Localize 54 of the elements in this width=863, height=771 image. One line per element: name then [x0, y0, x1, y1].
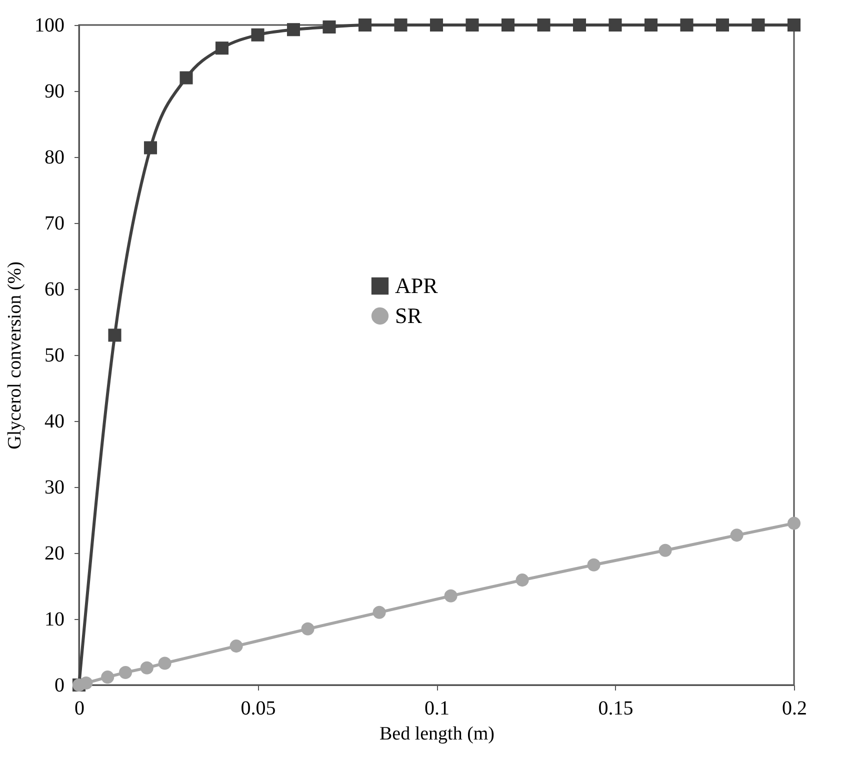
point	[372, 606, 386, 619]
point	[752, 18, 765, 32]
point	[587, 558, 600, 572]
x-tick-label: 0.1	[424, 698, 450, 720]
point	[118, 666, 132, 679]
point	[158, 656, 172, 670]
legend-label: APR	[395, 273, 438, 298]
point	[251, 28, 264, 42]
y-tick-label: 40	[44, 410, 64, 432]
point	[444, 589, 458, 602]
point	[608, 18, 622, 32]
point	[516, 574, 529, 587]
point	[787, 18, 801, 32]
point	[430, 18, 444, 32]
y-axis-title: Glycerol conversion (%)	[4, 262, 26, 450]
point	[358, 18, 372, 32]
point	[301, 622, 314, 636]
point	[230, 640, 243, 653]
y-tick-label: 0	[54, 674, 64, 696]
y-tick-label: 100	[34, 14, 64, 36]
point	[680, 18, 694, 32]
y-tick-label: 80	[44, 146, 64, 168]
point	[644, 18, 658, 32]
point	[140, 661, 154, 674]
y-tick-label: 30	[44, 476, 64, 498]
point	[730, 528, 744, 542]
point	[322, 20, 336, 34]
x-tick-label: 0.15	[598, 698, 634, 720]
point	[501, 18, 515, 32]
point	[658, 544, 672, 557]
x-tick-label: 0.2	[782, 698, 807, 720]
x-axis-title: Bed length (m)	[379, 724, 495, 744]
y-tick-label: 10	[44, 608, 64, 630]
point	[537, 18, 550, 32]
x-tick-label: 0	[74, 698, 84, 720]
point	[572, 18, 586, 32]
y-tick-label: 60	[44, 278, 64, 300]
y-tick-label: 70	[44, 212, 64, 234]
point	[101, 670, 114, 684]
y-tick-label: 50	[44, 344, 64, 366]
point	[787, 516, 801, 530]
point	[80, 676, 93, 690]
legend-label: SR	[395, 303, 422, 328]
y-tick-label: 20	[44, 542, 64, 564]
point	[286, 23, 300, 36]
point	[394, 18, 408, 32]
point	[466, 18, 479, 32]
point	[215, 42, 229, 55]
point	[108, 328, 122, 342]
point	[144, 141, 158, 154]
point	[180, 71, 193, 84]
x-tick-label: 0.05	[240, 698, 276, 720]
y-tick-label: 90	[44, 80, 64, 102]
point	[716, 18, 730, 32]
